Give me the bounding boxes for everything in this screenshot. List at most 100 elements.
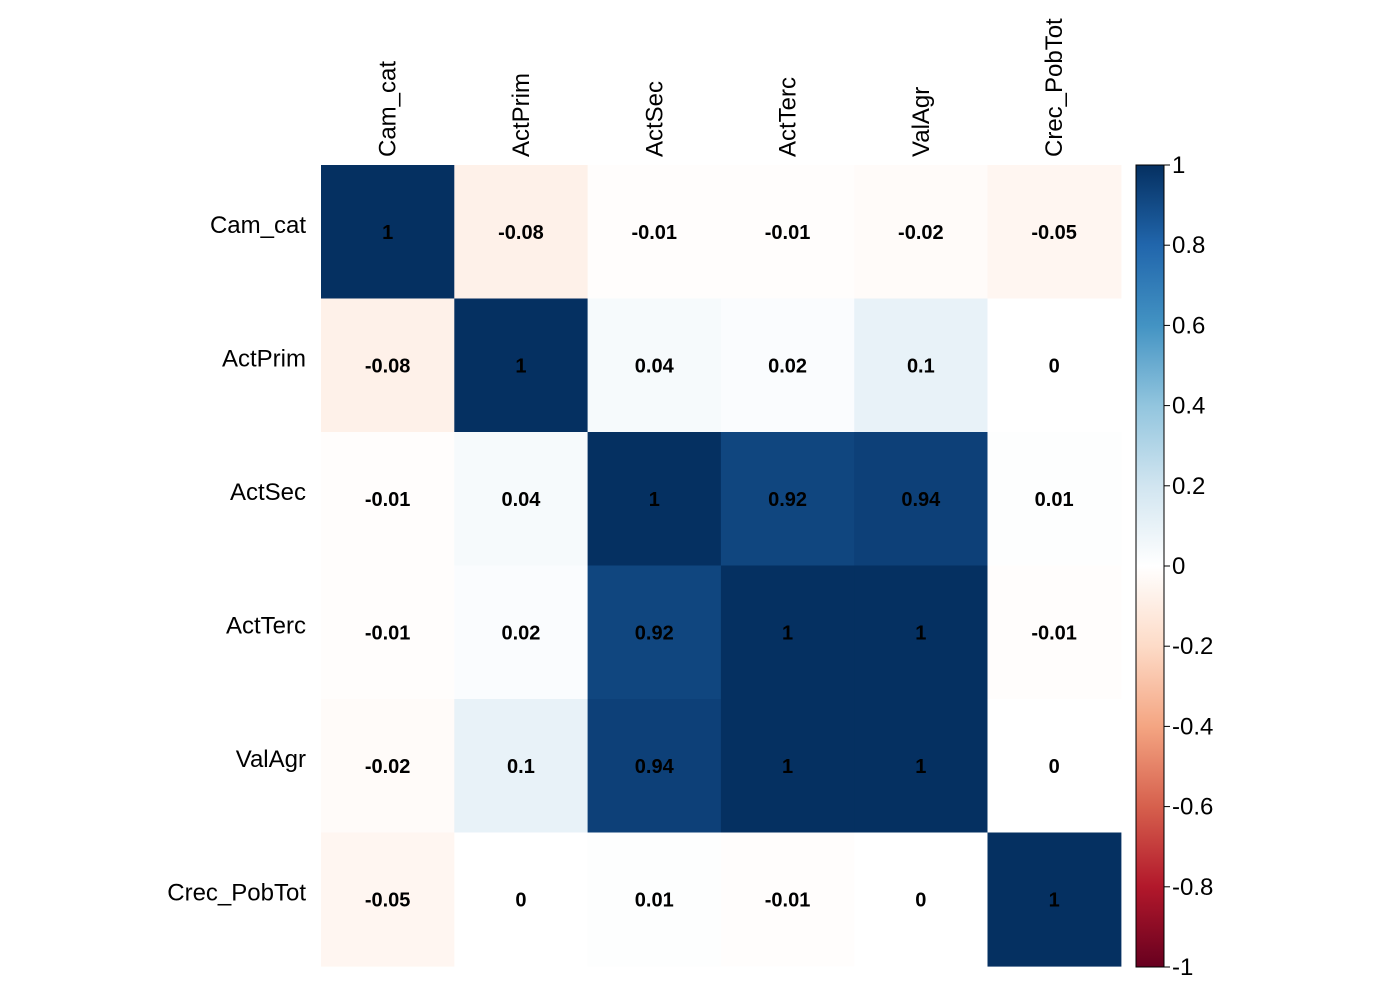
heatmap-cell-cam-cat-valagr xyxy=(854,165,989,300)
row-labels: Cam_cat ActPrim ActSec ActTerc ValAgr Crec_Po… xyxy=(167,212,306,907)
cell-value-cam-cat-actprim: -0.08 xyxy=(498,222,544,244)
cell-value-actprim-cam-cat: -0.08 xyxy=(365,355,411,377)
cell-value-actterc-actsec: 0.92 xyxy=(635,622,674,644)
column-labels: Cam_cat ActPrim ActSec ActTerc ValAgr Crec_Po… xyxy=(375,18,1069,157)
heatmap-cell-actprim-cam-cat xyxy=(321,298,455,433)
heatmap-cell-valagr-valagr xyxy=(854,699,989,834)
heatmap-cell-cam-cat-cam-cat xyxy=(321,165,455,300)
colorbar-tick-label-3: 0.4 xyxy=(1172,393,1205,420)
row-label-actterc: ActTerc xyxy=(226,612,306,639)
colorbar-tick-label-8: -0.6 xyxy=(1172,794,1213,821)
heatmap-cell-actprim-actsec xyxy=(587,298,722,433)
heatmap-cell-actterc-actterc xyxy=(720,565,855,700)
heatmap-cell-actterc-crec-pobtot xyxy=(987,565,1122,700)
cell-value-valagr-valagr: 1 xyxy=(915,756,926,778)
colorbar-tick-label-10: -1 xyxy=(1172,954,1193,981)
colorbar-tick-label-7: -0.4 xyxy=(1172,713,1213,740)
heatmap-cell-actprim-crec-pobtot xyxy=(987,298,1122,433)
heatmap-cell-valagr-crec-pobtot xyxy=(987,699,1122,834)
column-label-actterc: ActTerc xyxy=(775,77,802,157)
cell-value-valagr-cam-cat: -0.02 xyxy=(365,756,411,778)
cell-value-actsec-cam-cat: -0.01 xyxy=(365,489,411,511)
colorbar-tick-label-1: 0.8 xyxy=(1172,232,1205,259)
heatmap-cell-actsec-crec-pobtot xyxy=(987,432,1122,567)
heatmap-cell-cam-cat-actprim xyxy=(454,165,589,300)
heatmap-cell-crec-pobtot-cam-cat xyxy=(321,832,455,967)
cell-value-cam-cat-cam-cat: 1 xyxy=(382,222,393,244)
cell-value-actsec-actsec: 1 xyxy=(649,489,660,511)
cell-value-valagr-actprim: 0.1 xyxy=(507,756,535,778)
cell-value-actprim-crec-pobtot: 0 xyxy=(1049,355,1060,377)
row-label-valagr: ValAgr xyxy=(236,746,306,773)
column-label-actprim: ActPrim xyxy=(508,73,535,157)
heatmap-cell-actterc-actsec xyxy=(587,565,722,700)
heatmap-cell-valagr-actterc xyxy=(720,699,855,834)
cell-value-actterc-crec-pobtot: -0.01 xyxy=(1031,622,1077,644)
heatmap-cells xyxy=(321,165,1122,967)
heatmap-cell-crec-pobtot-actsec xyxy=(587,832,722,967)
heatmap-cell-cam-cat-crec-pobtot xyxy=(987,165,1122,300)
cell-value-valagr-crec-pobtot: 0 xyxy=(1049,756,1060,778)
heatmap-cell-crec-pobtot-valagr xyxy=(854,832,989,967)
heatmap-cell-crec-pobtot-actprim xyxy=(454,832,589,967)
row-label-crec-pobtot: Crec_PobTot xyxy=(167,879,306,906)
cell-value-actterc-valagr: 1 xyxy=(915,622,926,644)
cell-value-crec-pobtot-actterc: -0.01 xyxy=(765,889,811,911)
heatmap-cell-actprim-actprim xyxy=(454,298,589,433)
colorbar-tick-label-2: 0.6 xyxy=(1172,312,1205,339)
heatmap-cell-valagr-actprim xyxy=(454,699,589,834)
cell-value-actprim-actsec: 0.04 xyxy=(635,355,675,377)
heatmap-cell-actterc-cam-cat xyxy=(321,565,455,700)
heatmap-cell-actterc-valagr xyxy=(854,565,989,700)
cell-value-crec-pobtot-valagr: 0 xyxy=(915,889,926,911)
colorbar-gradient xyxy=(1135,164,1165,968)
colorbar-tick-label-0: 1 xyxy=(1172,152,1185,179)
cell-value-actsec-crec-pobtot: 0.01 xyxy=(1035,489,1074,511)
heatmap-cell-actsec-actterc xyxy=(720,432,855,567)
heatmap-cell-actsec-cam-cat xyxy=(321,432,455,567)
cell-value-actsec-actterc: 0.92 xyxy=(768,489,807,511)
column-label-crec-pobtot: Crec_PobTot xyxy=(1041,18,1068,157)
column-label-valagr: ValAgr xyxy=(908,87,935,157)
heatmap-cell-actsec-valagr xyxy=(854,432,989,567)
cell-value-cam-cat-actterc: -0.01 xyxy=(765,222,811,244)
cell-value-actprim-valagr: 0.1 xyxy=(907,355,935,377)
heatmap-cell-valagr-cam-cat xyxy=(321,699,455,834)
heatmap-cell-actprim-actterc xyxy=(720,298,855,433)
heatmap-cell-actsec-actprim xyxy=(454,432,589,567)
heatmap-cell-cam-cat-actsec xyxy=(587,165,722,300)
column-label-cam-cat: Cam_cat xyxy=(375,61,402,157)
colorbar-tick-label-5: 0 xyxy=(1172,553,1185,580)
heatmap-cell-cam-cat-actterc xyxy=(720,165,855,300)
cell-value-crec-pobtot-cam-cat: -0.05 xyxy=(365,889,411,911)
cell-value-actsec-valagr: 0.94 xyxy=(901,489,941,511)
cell-value-cam-cat-valagr: -0.02 xyxy=(898,222,944,244)
row-label-actprim: ActPrim xyxy=(222,345,306,372)
cell-value-actsec-actprim: 0.04 xyxy=(501,489,541,511)
cell-value-cam-cat-crec-pobtot: -0.05 xyxy=(1031,222,1077,244)
cell-value-actterc-cam-cat: -0.01 xyxy=(365,622,411,644)
heatmap-cell-labels: 1 -0.08 -0.01 -0.01 -0.02 -0.05 -0.08 1 0.04 0.02… xyxy=(365,222,1077,912)
cell-value-crec-pobtot-actprim: 0 xyxy=(515,889,526,911)
heatmap-cell-actsec-actsec xyxy=(587,432,722,567)
cell-value-actterc-actprim: 0.02 xyxy=(501,622,540,644)
cell-value-cam-cat-actsec: -0.01 xyxy=(631,222,677,244)
colorbar-tick-label-4: 0.2 xyxy=(1172,473,1205,500)
heatmap-cell-crec-pobtot-actterc xyxy=(720,832,855,967)
cell-value-crec-pobtot-actsec: 0.01 xyxy=(635,889,674,911)
colorbar-tick-label-9: -0.8 xyxy=(1172,874,1213,901)
row-label-cam-cat: Cam_cat xyxy=(210,212,306,239)
row-label-actsec: ActSec xyxy=(230,479,306,506)
colorbar-tick-label-6: -0.2 xyxy=(1172,633,1213,660)
heatmap-cell-valagr-actsec xyxy=(587,699,722,834)
cell-value-actprim-actterc: 0.02 xyxy=(768,355,807,377)
cell-value-valagr-actsec: 0.94 xyxy=(635,756,675,778)
cell-value-valagr-actterc: 1 xyxy=(782,756,793,778)
cell-value-crec-pobtot-crec-pobtot: 1 xyxy=(1049,889,1060,911)
heatmap-cell-crec-pobtot-crec-pobtot xyxy=(987,832,1122,967)
heatmap-cell-actprim-valagr xyxy=(854,298,989,433)
heatmap-cell-actterc-actprim xyxy=(454,565,589,700)
cell-value-actprim-actprim: 1 xyxy=(515,355,526,377)
cell-value-actterc-actterc: 1 xyxy=(782,622,793,644)
